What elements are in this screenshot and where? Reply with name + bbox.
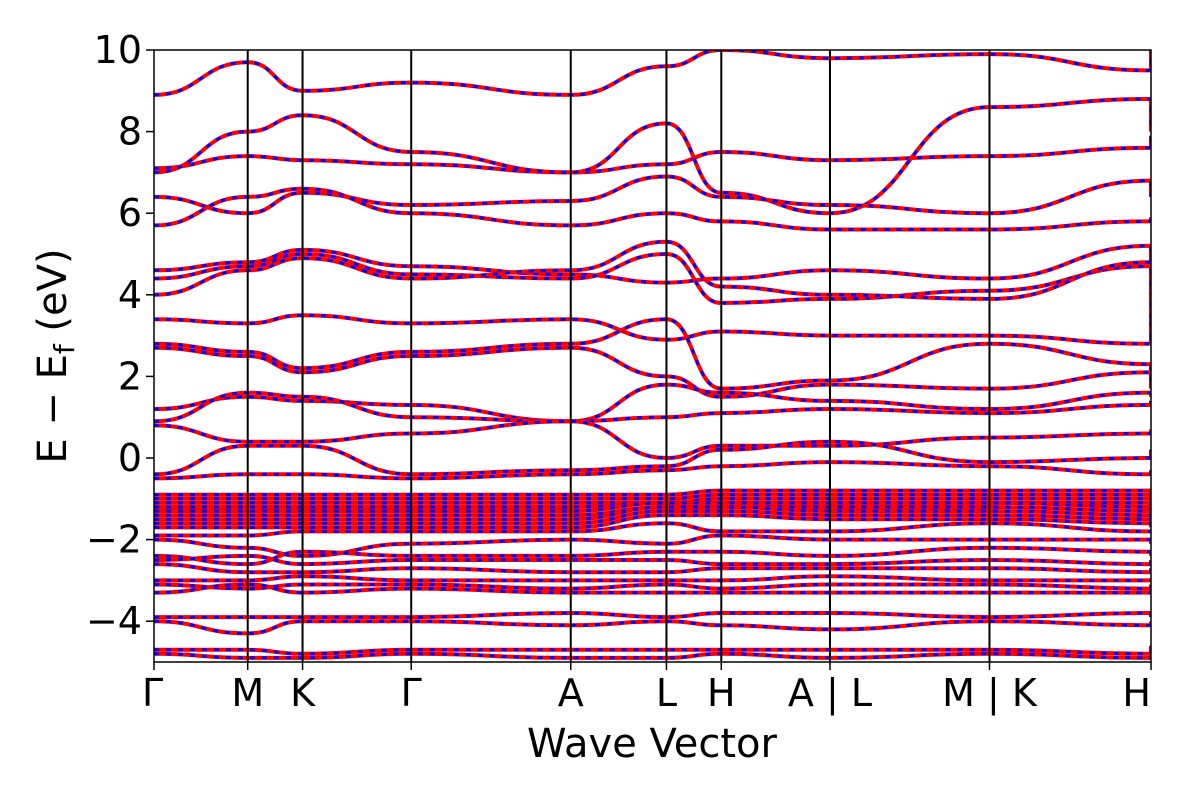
band-line-blue-1 [154, 135, 1151, 174]
band-line-blue-13 [154, 419, 1151, 460]
x-axis-label: Wave Vector [527, 721, 778, 767]
y-tick-label: 8 [118, 110, 142, 154]
band-line-blue-35 [154, 645, 1151, 656]
band-line-blue-3 [154, 174, 1151, 215]
high-symmetry-lines [246, 50, 991, 662]
band-line-blue-12 [154, 391, 1151, 423]
y-tick-label: −4 [86, 599, 142, 643]
y-tick-label: 0 [118, 436, 142, 480]
x-tick-label: M | K [942, 671, 1038, 716]
band-line-blue-19 [154, 501, 1151, 509]
y-tick-label: 2 [118, 354, 142, 398]
band-line-blue-16 [154, 489, 1151, 497]
y-axis-ticks: −4 −2 0 2 4 6 8 10 [86, 28, 154, 643]
y-axis-label: E − Ef (eV) [30, 248, 81, 463]
band-line-blue-31 [154, 582, 1151, 591]
band-line-blue-28 [154, 554, 1151, 566]
x-tick-label: Γ [142, 671, 163, 715]
band-line-blue-14 [154, 440, 1151, 476]
band-line-blue-10 [154, 346, 1151, 399]
band-line-blue-11 [154, 383, 1151, 423]
y-tick-label: −2 [86, 518, 142, 562]
x-tick-label: A | L [788, 671, 872, 716]
x-tick-label: H [707, 671, 736, 715]
band-line-red-25 [154, 521, 1151, 538]
band-line-blue-17 [154, 493, 1151, 501]
y-axis-label-subscript: f [48, 343, 81, 354]
band-line-blue-0 [154, 50, 1151, 97]
band-line-blue-33 [154, 611, 1151, 619]
x-tick-label: H [1122, 671, 1151, 715]
band-line-blue-36 [154, 652, 1151, 660]
band-line-blue-6 [154, 252, 1151, 328]
band-line-blue-18 [154, 497, 1151, 505]
band-line-red-30 [154, 574, 1151, 583]
band-line-blue-9 [154, 317, 1151, 391]
plot-frame [153, 49, 1152, 663]
x-tick-label: A [558, 671, 584, 715]
band-line-blue-4 [154, 187, 1151, 232]
x-tick-label: K [290, 671, 316, 715]
x-tick-label: Γ [401, 671, 422, 715]
x-tick-label: L [656, 671, 677, 715]
y-tick-label: 10 [94, 28, 142, 72]
y-tick-label: 4 [118, 273, 142, 317]
y-tick-label: 6 [118, 191, 142, 235]
x-tick-label: M [231, 671, 264, 715]
y-axis-label-unit: (eV) [30, 248, 76, 344]
y-axis-label-main: E − E [30, 354, 76, 464]
